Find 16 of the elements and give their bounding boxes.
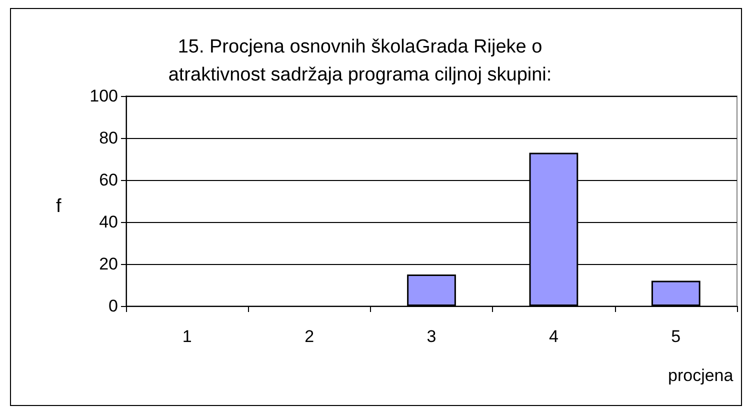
x-axis-title: procjena (668, 366, 734, 385)
y-tick-label: 100 (90, 86, 118, 106)
y-tick-label: 60 (99, 170, 118, 190)
y-tick-label: 20 (99, 254, 118, 274)
x-tick-label: 3 (426, 327, 436, 346)
x-tick-label: 5 (671, 327, 681, 346)
bar (407, 274, 456, 306)
y-tick-label: 0 (108, 296, 118, 316)
y-tick-label: 40 (99, 212, 118, 232)
bar (651, 280, 700, 306)
y-axis-title: f (56, 196, 62, 217)
x-tick-label: 2 (304, 327, 314, 346)
x-tick-label: 1 (182, 327, 192, 346)
x-tick-label: 4 (548, 327, 558, 346)
y-tick-label: 80 (99, 128, 118, 148)
chart-title: 15. Procjena osnovnih školaGrada Rijeke o atraktivnost sadržaja programa ciljnoj skupini: (168, 36, 552, 86)
